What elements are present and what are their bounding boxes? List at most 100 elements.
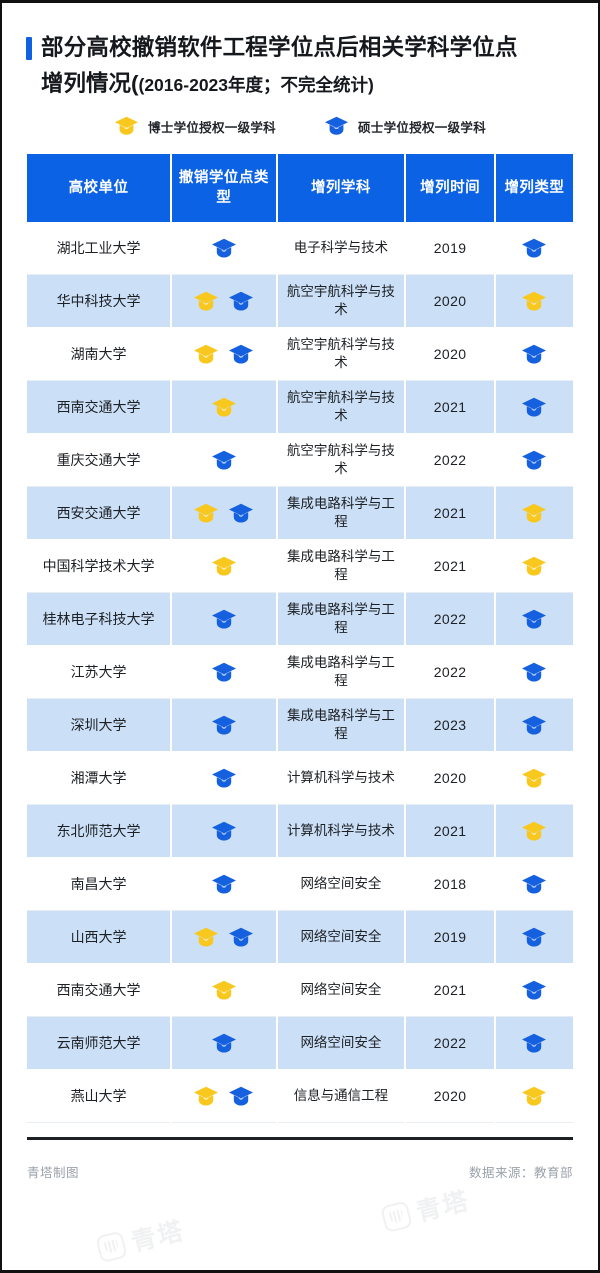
cap-group: [499, 238, 570, 259]
graduation-cap-icon: [229, 927, 254, 947]
table-row: 山西大学 网络空间安全 2019: [27, 910, 573, 964]
cell-year: 2022: [405, 433, 496, 487]
table-row: 桂林电子科技大学 集成电路科学与工程 2022: [27, 592, 573, 646]
cell-revoked-type: [171, 1069, 278, 1123]
graduation-cap-icon: [522, 503, 547, 523]
cell-discipline: 集成电路科学与工程: [276, 645, 407, 699]
watermark: 青塔: [379, 1181, 473, 1237]
cell-university: 湖北工业大学: [27, 222, 173, 275]
cell-added-type: [494, 1016, 573, 1070]
cap-group: [499, 874, 570, 895]
cell-year: 2020: [405, 274, 496, 328]
cell-discipline: 网络空间安全: [276, 1016, 407, 1070]
watermark-text: 青塔: [413, 1186, 473, 1227]
cell-discipline: 计算机科学与技术: [276, 751, 407, 805]
cap-group: [175, 980, 272, 1001]
cell-discipline: 航空宇航科学与技术: [276, 327, 407, 381]
graduation-cap-icon: [211, 662, 236, 682]
cap-group: [499, 503, 570, 524]
cell-discipline: 网络空间安全: [276, 857, 407, 911]
table-row: 东北师范大学 计算机科学与技术 2021: [27, 804, 573, 858]
cell-discipline: 信息与通信工程: [276, 1069, 407, 1123]
cap-group: [499, 927, 570, 948]
cell-added-type: [494, 592, 573, 646]
cell-discipline: 集成电路科学与工程: [276, 592, 407, 646]
cap-group: [499, 344, 570, 365]
cap-group: [175, 450, 272, 471]
cap-group: [175, 1086, 272, 1107]
cell-discipline: 航空宇航科学与技术: [276, 274, 407, 328]
cell-added-type: [494, 433, 573, 487]
cell-revoked-type: [171, 645, 278, 699]
cap-group: [175, 1033, 272, 1054]
cell-discipline: 集成电路科学与工程: [276, 486, 407, 540]
cap-group: [499, 291, 570, 312]
graduation-cap-icon: [229, 344, 254, 364]
cell-university: 燕山大学: [27, 1069, 173, 1123]
cell-added-type: [494, 804, 573, 858]
cell-university: 东北师范大学: [27, 804, 173, 858]
cell-revoked-type: [171, 751, 278, 805]
table-row: 西南交通大学 网络空间安全 2021: [27, 963, 573, 1017]
cell-revoked-type: [171, 592, 278, 646]
graduation-cap-icon: [194, 927, 219, 947]
cap-group: [499, 662, 570, 683]
footer-source: 数据来源：教育部: [468, 1166, 573, 1180]
cap-group: [175, 874, 272, 895]
cell-university: 华中科技大学: [27, 274, 173, 328]
graduation-cap-icon: [522, 821, 547, 841]
table-row: 湘潭大学 计算机科学与技术 2020: [27, 751, 573, 805]
cap-group: [499, 768, 570, 789]
cap-group: [499, 450, 570, 471]
graduation-cap-icon: [211, 397, 236, 417]
cell-revoked-type: [171, 433, 278, 487]
cell-added-type: [494, 751, 573, 805]
cell-university: 西安交通大学: [27, 486, 173, 540]
cell-university: 重庆交通大学: [27, 433, 173, 487]
cell-revoked-type: [171, 222, 278, 275]
cell-university: 湘潭大学: [27, 751, 173, 805]
graduation-cap-icon: [211, 238, 236, 258]
cell-added-type: [494, 380, 573, 434]
cell-university: 中国科学技术大学: [27, 539, 173, 593]
cell-year: 2021: [405, 963, 496, 1017]
graduation-cap-icon: [194, 344, 219, 364]
page-title-subnote: (2016-2023年度；不完全统计): [138, 75, 374, 95]
graduation-cap-icon: [211, 556, 236, 576]
cap-group: [175, 821, 272, 842]
graduation-cap-icon: [211, 874, 236, 894]
cell-year: 2019: [405, 222, 496, 275]
graduation-cap-icon: [324, 116, 349, 135]
cell-discipline: 集成电路科学与工程: [276, 539, 407, 593]
cell-year: 2022: [405, 1016, 496, 1070]
graduation-cap-icon: [522, 344, 547, 364]
cell-added-type: [494, 645, 573, 699]
cap-group: [499, 1086, 570, 1107]
table-row: 江苏大学 集成电路科学与工程 2022: [27, 645, 573, 699]
cell-added-type: [494, 222, 573, 275]
cell-year: 2020: [405, 751, 496, 805]
legend-label: 博士学位授权一级学科: [147, 120, 276, 135]
cell-discipline: 网络空间安全: [276, 910, 407, 964]
table-header-cell-3: 增列时间: [405, 154, 496, 222]
table-header-row: 高校单位 撤销学位点类型 增列学科 增列时间 增列类型: [27, 154, 573, 222]
cell-revoked-type: [171, 804, 278, 858]
cell-revoked-type: [171, 910, 278, 964]
graduation-cap-icon: [211, 821, 236, 841]
cell-revoked-type: [171, 857, 278, 911]
graduation-cap-icon: [522, 715, 547, 735]
cell-discipline: 网络空间安全: [276, 963, 407, 1017]
cap-group: [499, 609, 570, 630]
legend: 博士学位授权一级学科 硕士学位授权一级学科: [2, 116, 598, 136]
graduation-cap-icon: [522, 397, 547, 417]
cell-year: 2021: [405, 380, 496, 434]
cell-discipline: 航空宇航科学与技术: [276, 380, 407, 434]
graduation-cap-icon: [522, 927, 547, 947]
graduation-cap-icon: [522, 450, 547, 470]
table-row: 湖南大学 航空宇航科学与技术 2020: [27, 327, 573, 381]
footer-credit: 青塔制图: [27, 1166, 80, 1180]
cell-added-type: [494, 327, 573, 381]
cap-group: [175, 715, 272, 736]
legend-label: 硕士学位授权一级学科: [358, 120, 487, 135]
